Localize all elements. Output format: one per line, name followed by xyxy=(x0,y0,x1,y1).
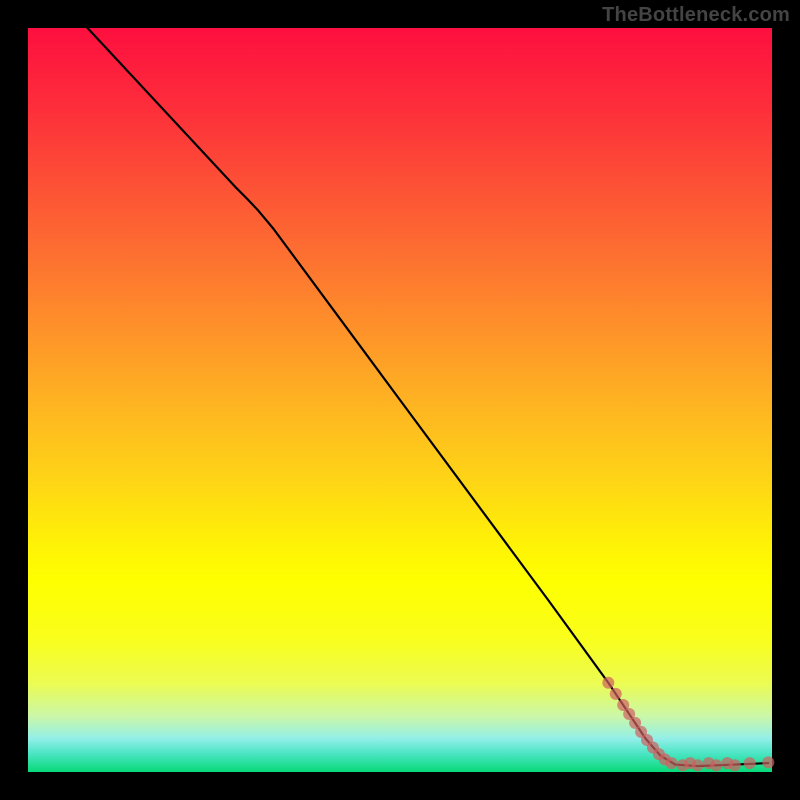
scatter-point xyxy=(692,759,704,771)
scatter-point xyxy=(602,677,614,689)
scatter-point xyxy=(762,756,774,768)
watermark-label: TheBottleneck.com xyxy=(602,4,790,27)
chart-svg xyxy=(0,0,800,800)
scatter-point xyxy=(729,759,741,771)
scatter-point xyxy=(710,759,722,771)
scatter-point xyxy=(666,757,678,769)
bottleneck-chart: TheBottleneck.com xyxy=(0,0,800,800)
scatter-point xyxy=(744,757,756,769)
scatter-point xyxy=(610,688,622,700)
